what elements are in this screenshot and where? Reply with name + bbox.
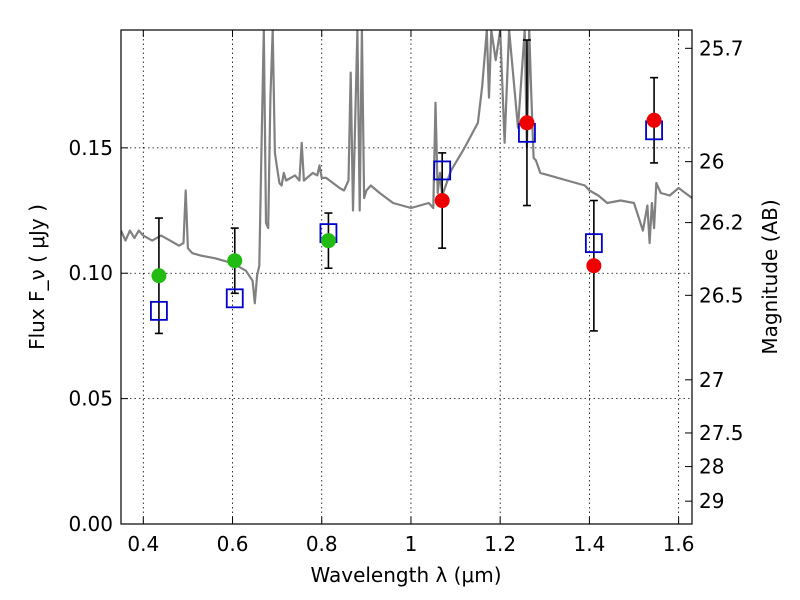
y-tick-label: 0.15 — [68, 136, 113, 160]
y-tick-label: 0.05 — [68, 387, 113, 411]
green-data-point — [151, 268, 167, 284]
mag-tick-label: 26.5 — [699, 283, 744, 307]
model-square-marker — [584, 233, 603, 254]
mag-tick-label: 26.2 — [699, 211, 744, 235]
grid-lines — [121, 30, 692, 525]
red-data-point — [519, 115, 535, 131]
mag-tick-label: 27.5 — [699, 421, 744, 445]
red-data-point — [646, 112, 662, 128]
axis-ticks: 0.4 0.6 0.8 1 1.2 1.4 1.6 0.00 0.05 0.10 0.15 25.7 2… — [68, 30, 744, 556]
x-tick-label: 1.6 — [663, 532, 695, 556]
x-axis-label: Wavelength λ (μm) — [310, 563, 501, 587]
mag-tick-label: 25.7 — [699, 36, 744, 60]
x-tick-label: 1 — [405, 532, 418, 556]
model-square-marker — [150, 300, 168, 321]
red-data-point — [434, 193, 450, 209]
marker-layer — [150, 112, 663, 321]
x-tick-label: 0.4 — [127, 532, 159, 556]
x-tick-label: 0.8 — [306, 532, 338, 556]
x-tick-label: 0.6 — [217, 532, 249, 556]
plot-frame — [120, 29, 693, 525]
red-data-point — [586, 258, 602, 274]
x-tick-label: 1.2 — [484, 532, 516, 556]
model-square-marker — [433, 160, 452, 181]
mag-tick-label: 28 — [699, 455, 724, 479]
mag-tick-label: 29 — [699, 489, 724, 513]
y-tick-label: 0.00 — [68, 512, 113, 536]
green-data-point — [320, 233, 336, 249]
mag-tick-label: 27 — [699, 368, 724, 392]
y-tick-label: 0.10 — [68, 261, 113, 285]
y-axis-label: Flux F_ν ( μJy ) — [25, 204, 49, 350]
y2-axis-label: Magnitude (AB) — [758, 199, 782, 354]
model-spectrum-layer — [121, 30, 692, 305]
green-data-point — [227, 253, 243, 269]
model-spectrum-line — [121, 30, 692, 305]
model-square-marker — [225, 288, 244, 309]
x-tick-label: 1.4 — [573, 532, 605, 556]
mag-tick-label: 26 — [699, 150, 724, 174]
